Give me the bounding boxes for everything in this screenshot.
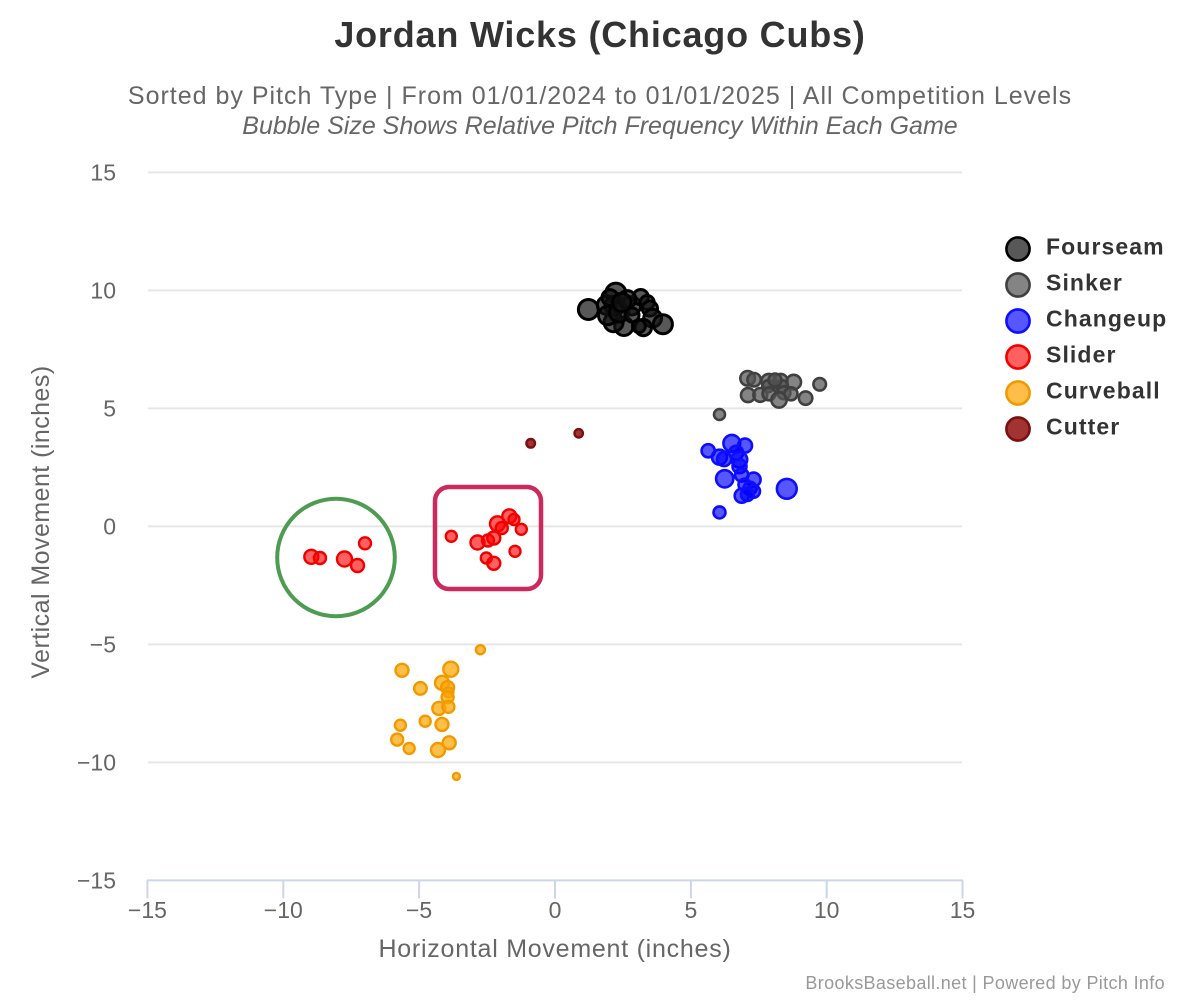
svg-text:Cutter: Cutter	[1046, 414, 1120, 440]
svg-text:Bubble Size Shows Relative Pit: Bubble Size Shows Relative Pitch Frequen…	[242, 112, 957, 140]
svg-text:Vertical Movement (inches): Vertical Movement (inches)	[27, 365, 55, 678]
svg-text:−5: −5	[406, 897, 432, 923]
svg-text:5: 5	[685, 897, 698, 923]
svg-text:Changeup: Changeup	[1046, 306, 1167, 332]
svg-text:15: 15	[950, 897, 976, 923]
svg-text:BrooksBaseball.net | Powered b: BrooksBaseball.net | Powered by Pitch In…	[805, 973, 1165, 993]
svg-text:Sinker: Sinker	[1046, 270, 1123, 296]
svg-text:−15: −15	[77, 868, 116, 894]
svg-text:Curveball: Curveball	[1046, 378, 1161, 404]
svg-text:Jordan Wicks (Chicago Cubs): Jordan Wicks (Chicago Cubs)	[334, 14, 865, 55]
svg-text:−10: −10	[77, 750, 116, 776]
svg-text:Horizontal Movement (inches): Horizontal Movement (inches)	[378, 935, 731, 963]
svg-text:Sorted by Pitch Type | From 01: Sorted by Pitch Type | From 01/01/2024 t…	[128, 82, 1072, 110]
svg-text:0: 0	[103, 514, 116, 540]
svg-text:−15: −15	[128, 897, 167, 923]
svg-text:Slider: Slider	[1046, 342, 1117, 368]
svg-text:−10: −10	[264, 897, 303, 923]
svg-text:Fourseam: Fourseam	[1046, 234, 1165, 260]
svg-text:10: 10	[90, 278, 116, 304]
svg-text:−5: −5	[90, 632, 116, 658]
svg-text:5: 5	[103, 396, 116, 422]
svg-text:0: 0	[549, 897, 562, 923]
svg-text:10: 10	[814, 897, 840, 923]
svg-text:15: 15	[90, 160, 116, 186]
